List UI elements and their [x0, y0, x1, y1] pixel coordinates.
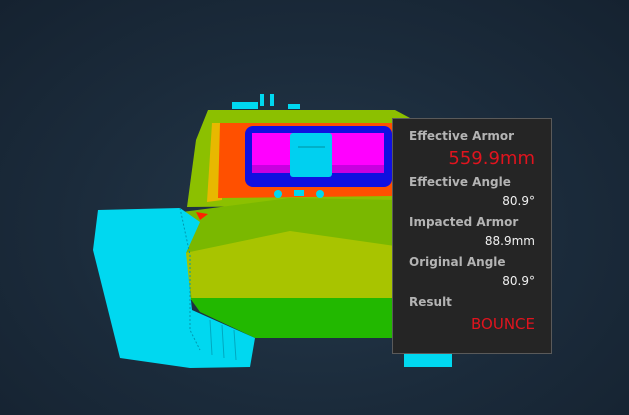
left-track: [93, 208, 255, 368]
impacted-armor-label: Impacted Armor: [409, 215, 519, 229]
periscope: [274, 190, 282, 198]
track-seam: [179, 207, 201, 351]
effective-armor-label: Effective Armor: [409, 129, 515, 143]
antenna: [270, 94, 274, 106]
turret-hatch: [232, 102, 258, 109]
hull-middle-plate: [185, 231, 395, 300]
effective-armor-value: 559.9mm: [448, 148, 535, 169]
right-track: [404, 352, 452, 367]
track-seam: [221, 324, 225, 359]
turret-vent: [288, 104, 300, 109]
original-angle-value: 80.9°: [502, 274, 535, 288]
result-label: Result: [409, 295, 452, 309]
effective-angle-value: 80.9°: [502, 194, 535, 208]
periscope: [294, 190, 304, 196]
hull-lower-plate: [190, 298, 395, 338]
antenna: [260, 94, 264, 106]
turret-edge-strip: [207, 123, 222, 202]
original-angle-label: Original Angle: [409, 255, 506, 269]
impacted-armor-value: 88.9mm: [484, 234, 535, 248]
armor-info-tooltip: Effective Armor 559.9mm Effective Angle …: [392, 118, 552, 354]
gun-block: [290, 133, 332, 177]
periscope: [316, 190, 324, 198]
track-seam: [209, 319, 213, 356]
track-seam: [233, 329, 237, 361]
result-value: BOUNCE: [471, 315, 535, 333]
hull-red-spot: [196, 212, 208, 220]
effective-angle-label: Effective Angle: [409, 175, 511, 189]
